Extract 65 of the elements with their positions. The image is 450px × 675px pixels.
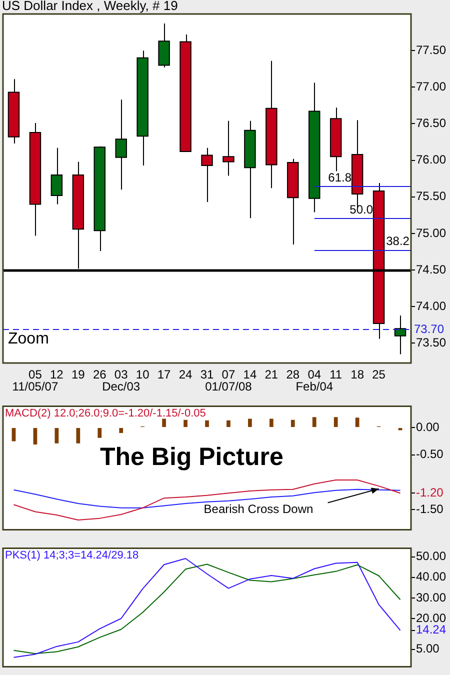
x-tick-label: 25 bbox=[372, 368, 386, 382]
text: Feb/04 bbox=[296, 379, 334, 394]
y-tick-label: 74.50 bbox=[416, 262, 446, 276]
y-tick-label: -0.50 bbox=[416, 447, 444, 462]
chart-title: US Dollar Index , Weekly, # 19 bbox=[2, 0, 178, 14]
y-tick-label: 30.00 bbox=[416, 590, 446, 604]
y-tick-label: 77.50 bbox=[416, 42, 446, 57]
bar bbox=[226, 420, 230, 428]
bar bbox=[162, 418, 166, 428]
y-tick-label: 75.50 bbox=[416, 189, 446, 204]
x-tick-label: 11 bbox=[330, 368, 342, 382]
chart-title: PKS(1) 14;3;3=14.24/29.18 bbox=[5, 550, 139, 562]
y-tick-label: 77.00 bbox=[416, 79, 446, 94]
y-tick-label: 75.00 bbox=[416, 226, 446, 240]
annotation: Bearish Cross Down bbox=[204, 502, 314, 516]
ref-line-label: 73.70 bbox=[414, 322, 444, 336]
bar bbox=[76, 428, 80, 444]
bar bbox=[33, 428, 38, 444]
y-tick-label: 76.50 bbox=[416, 116, 446, 130]
bar bbox=[205, 420, 209, 428]
text: 11/05/07 bbox=[12, 379, 58, 394]
y-tick-label: 50.00 bbox=[416, 549, 446, 564]
annotation: Zoom bbox=[8, 330, 49, 348]
x-tick-label: 14 bbox=[243, 368, 257, 382]
annotation: The Big Picture bbox=[100, 442, 284, 471]
bar bbox=[290, 420, 295, 428]
bar bbox=[248, 418, 252, 428]
y-tick-label: 40.00 bbox=[416, 570, 446, 584]
x-tick-label: 21 bbox=[264, 368, 278, 382]
bar bbox=[312, 417, 316, 428]
bar bbox=[184, 420, 188, 428]
bar bbox=[269, 418, 274, 428]
annotation: 50.0 bbox=[350, 202, 374, 216]
y-tick-label: 76.00 bbox=[416, 152, 446, 167]
x-tick-label: 17 bbox=[157, 368, 172, 382]
x-tick-label: 03 bbox=[114, 368, 128, 382]
x-tick-label: 10 bbox=[136, 368, 150, 382]
x-tick-label: 05 bbox=[28, 368, 42, 382]
y-tick-label: -1.50 bbox=[416, 502, 444, 516]
text: Dec/03 bbox=[102, 379, 140, 394]
x-tick-label: 19 bbox=[71, 368, 86, 382]
x-tick-label: 12 bbox=[50, 368, 64, 382]
x-tick-label: 18 bbox=[350, 368, 364, 382]
y-tick-label: 20.00 bbox=[416, 610, 446, 625]
x-tick-label: 24 bbox=[178, 368, 193, 382]
y-tick-label: 14.24 bbox=[416, 622, 446, 637]
y-tick-label: 5.00 bbox=[416, 642, 440, 656]
x-tick-label: 31 bbox=[200, 368, 214, 382]
x-tick-label: 26 bbox=[92, 368, 107, 382]
chart-title: MACD(2) 12.0;26.0;9.0=-1.20/-1.15/-0.05 bbox=[5, 408, 206, 420]
x-tick-label: 04 bbox=[308, 368, 322, 382]
bar bbox=[98, 428, 102, 438]
x-tick-label: 28 bbox=[286, 368, 300, 382]
bar bbox=[54, 428, 59, 444]
annotation: 38.2 bbox=[386, 234, 410, 248]
bar bbox=[355, 418, 360, 428]
y-tick-label: 74.00 bbox=[416, 298, 446, 313]
y-tick-label: 73.50 bbox=[416, 336, 446, 350]
bar bbox=[334, 417, 338, 428]
y-tick-label: 0.00 bbox=[416, 420, 440, 434]
y-tick-label: -1.20 bbox=[416, 485, 444, 500]
bar bbox=[119, 428, 124, 433]
text: 01/07/08 bbox=[205, 379, 252, 394]
x-tick-label: 07 bbox=[222, 368, 236, 382]
annotation: 61.8 bbox=[328, 170, 352, 184]
